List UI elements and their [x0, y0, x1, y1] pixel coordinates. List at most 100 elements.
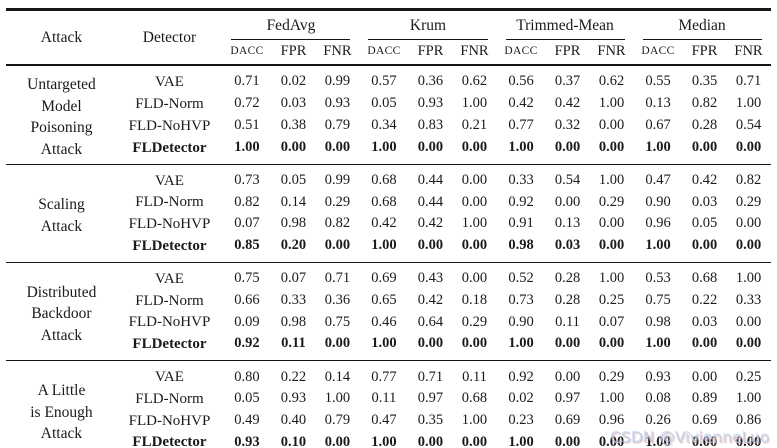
col-group-krum-label: Krum: [368, 17, 488, 40]
value-cell: 1.00: [371, 335, 397, 352]
value-cell: 0.34: [371, 116, 397, 133]
value-cell: 0.75: [324, 313, 351, 330]
col-header-fnr: FNR: [452, 39, 497, 67]
value-cell: 0.32: [554, 116, 581, 133]
value-cell: 0.83: [417, 116, 444, 133]
value-cell: 0.03: [280, 95, 307, 112]
value-cell: 0.00: [452, 163, 497, 192]
value-cell: 0.21: [461, 116, 488, 133]
value-cell: 0.00: [598, 116, 625, 133]
detector-label: FLD-Norm: [135, 194, 204, 211]
value-cell: 0.28: [691, 116, 718, 133]
table-row: Untargeted Model Poisoning Attack VAE 0.71 0.0…: [6, 65, 770, 158]
value-cell: 0.75: [222, 262, 272, 291]
value-cell: 0.33: [496, 163, 546, 192]
value-cell: 0.93: [324, 95, 351, 112]
value-cell: 0.92: [234, 335, 260, 352]
table-row: FLD-Norm 0.82 0.14 0.29 0.68 0.44 0.00 0.92 0.00…: [6, 192, 770, 214]
col-header-dacc: DACC: [496, 39, 546, 67]
value-cell: 0.03: [691, 313, 718, 330]
value-cell: 0.42: [371, 215, 397, 232]
table-row: FLDetector 0.93 0.10 0.00 1.00 0.00 0.00 1.00 0.…: [6, 432, 770, 448]
value-cell: 0.29: [735, 193, 762, 210]
value-cell: 0.69: [691, 411, 718, 428]
value-cell: 1.00: [461, 95, 488, 112]
value-cell: 0.00: [461, 433, 488, 448]
value-cell: 0.00: [461, 335, 488, 352]
value-cell: 0.00: [735, 215, 762, 232]
value-cell: 0.82: [324, 215, 351, 232]
table-row: FLD-NoHVP 0.09 0.98 0.75 0.46 0.64 0.29 0.90 0.1…: [6, 312, 770, 334]
col-header-fnr: FNR: [315, 39, 360, 67]
value-cell: 0.42: [508, 95, 534, 112]
col-group-krum: Krum: [359, 10, 496, 40]
value-cell: 1.00: [324, 390, 351, 407]
value-cell: 0.97: [417, 390, 444, 407]
value-cell: 0.00: [598, 237, 625, 254]
header-metric-row: DACC FPR FNR DACC FPR FNR DACC FPR FNR DACC FPR FNR: [6, 39, 771, 67]
value-cell: 0.33: [735, 291, 762, 308]
value-cell: 0.00: [417, 237, 444, 254]
value-cell: 0.92: [508, 193, 534, 210]
value-cell: 0.14: [280, 193, 307, 210]
table-row: FLDetector 1.00 0.00 0.00 1.00 0.00 0.00 1.00 0.…: [6, 137, 770, 164]
value-cell: 0.72: [234, 95, 260, 112]
detector-label: FLD-Norm: [135, 292, 204, 309]
table-row: FLD-Norm 0.72 0.03 0.93 0.05 0.93 1.00 0.42 0.42…: [6, 93, 770, 115]
value-cell: 0.22: [691, 291, 718, 308]
table-row: Distributed Backdoor Attack VAE 0.75 0.07 0.71…: [6, 262, 771, 361]
col-group-median-label: Median: [642, 17, 762, 40]
value-cell: 0.07: [598, 313, 625, 330]
value-cell: 0.37: [554, 73, 581, 90]
value-cell: 0.56: [508, 73, 534, 90]
value-cell: 0.54: [545, 163, 590, 192]
value-cell: 1.00: [645, 138, 671, 155]
value-cell: 0.08: [645, 390, 671, 407]
detector-label: FLD-NoHVP: [128, 412, 211, 429]
value-cell: 0.98: [645, 313, 671, 330]
detector-label: VAE: [116, 360, 223, 389]
value-cell: 0.18: [461, 291, 488, 308]
value-cell: 0.07: [271, 262, 316, 291]
col-header-fnr: FNR: [589, 39, 634, 67]
value-cell: 0.69: [554, 411, 581, 428]
value-cell: 0.68: [682, 262, 727, 291]
value-cell: 0.40: [280, 411, 307, 428]
detector-label: FLD-NoHVP: [128, 216, 211, 233]
value-cell: 0.00: [691, 433, 718, 448]
table-row: FLD-NoHVP 0.49 0.40 0.79 0.47 0.35 1.00 0.23 0.6…: [6, 410, 770, 432]
detector-label: FLD-NoHVP: [128, 117, 211, 134]
value-cell: 0.49: [234, 411, 260, 428]
value-cell: 0.42: [682, 163, 727, 192]
value-cell: 0.96: [598, 411, 625, 428]
value-cell: 0.00: [461, 193, 488, 210]
header-group-row: Attack Detector FedAvg Krum Trimmed-Mean…: [6, 9, 770, 67]
detector-label: FLD-NoHVP: [128, 314, 211, 331]
attack-label: Untargeted Model Poisoning Attack: [6, 65, 116, 164]
value-cell: 1.00: [371, 433, 397, 448]
value-cell: 0.26: [645, 411, 671, 428]
value-cell: 0.93: [280, 390, 307, 407]
value-cell: 0.10: [280, 433, 307, 448]
value-cell: 0.00: [735, 237, 762, 254]
value-cell: 1.00: [461, 215, 488, 232]
value-cell: 0.00: [324, 335, 351, 352]
value-cell: 0.86: [735, 411, 762, 428]
attack-label-line: Backdoor: [31, 305, 92, 323]
value-cell: 0.75: [645, 291, 671, 308]
value-cell: 0.36: [324, 291, 351, 308]
value-cell: 0.71: [408, 360, 453, 389]
value-cell: 0.00: [682, 360, 727, 389]
value-cell: 0.73: [222, 163, 272, 192]
value-cell: 0.71: [735, 73, 762, 90]
table-row: FLD-NoHVP 0.51 0.38 0.79 0.34 0.83 0.21 0.77 0.3…: [6, 115, 770, 137]
value-cell: 0.13: [554, 215, 581, 232]
value-cell: 0.82: [691, 95, 718, 112]
value-cell: 1.00: [508, 335, 534, 352]
value-cell: 1.00: [598, 390, 625, 407]
value-cell: 0.13: [645, 95, 671, 112]
attack-label-line: Attack: [40, 327, 83, 344]
value-cell: 1.00: [645, 237, 671, 254]
value-cell: 1.00: [461, 411, 488, 428]
value-cell: 0.00: [461, 237, 488, 254]
